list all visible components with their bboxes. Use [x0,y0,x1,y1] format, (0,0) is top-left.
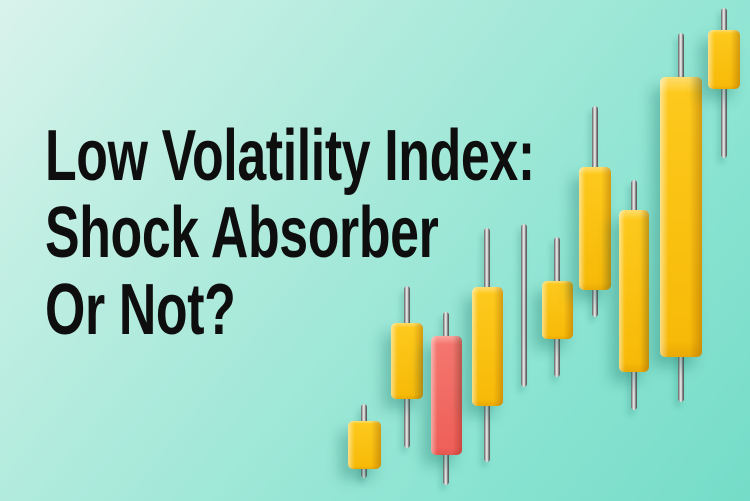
candle-8-body [619,210,649,372]
candle-10-body [708,30,740,89]
candle-4-body [472,287,503,406]
page-title: Low Volatility Index: Shock Absorber Or … [45,118,535,349]
title-line-1: Low Volatility Index: [45,116,535,196]
title-line-2: Shock Absorber [45,193,439,273]
candle-2-body [391,323,423,399]
candle-3-body [431,336,462,455]
candle-6-body [542,281,573,339]
candle-5-doji-wick [521,224,527,387]
candle-9-body [660,77,702,357]
candle-1-body [348,421,381,469]
title-line-3: Or Not? [45,270,236,350]
candle-7-body [579,167,611,290]
